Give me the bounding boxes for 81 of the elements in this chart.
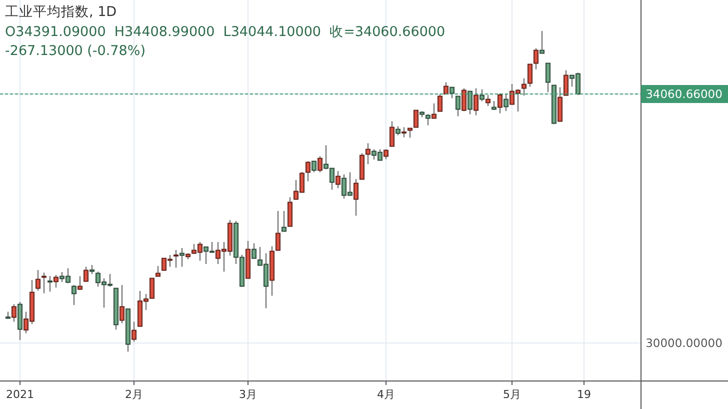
candlestick xyxy=(144,293,148,310)
candlestick xyxy=(84,266,88,282)
annotation: O34391.09000 H34408.99000 L34044.10000 收=34060.66000 xyxy=(5,24,446,40)
candlestick xyxy=(132,321,136,342)
candlestick xyxy=(222,242,226,272)
candlestick xyxy=(252,242,256,259)
candlestick xyxy=(402,126,406,138)
candlestick xyxy=(378,148,382,161)
candlestick xyxy=(312,160,316,173)
candlestick xyxy=(342,174,346,200)
candlestick xyxy=(210,242,214,254)
y-tick-label: 34060.66000 xyxy=(646,87,722,102)
x-tick-label: 3月 xyxy=(239,388,257,401)
candlestick xyxy=(540,30,544,54)
candlestick xyxy=(366,142,370,165)
candlestick xyxy=(504,94,508,112)
candlestick xyxy=(480,88,484,102)
candlestick xyxy=(54,274,58,288)
candlestick xyxy=(294,179,298,200)
candlestick xyxy=(60,271,64,282)
chart-title: 工业平均指数, 1D xyxy=(5,4,117,20)
candlestick xyxy=(336,170,340,189)
candlestick xyxy=(318,156,322,173)
x-tick-label: 19 xyxy=(577,388,591,401)
x-tick-label: 2月 xyxy=(125,388,143,401)
candlestick xyxy=(108,274,112,288)
candlestick xyxy=(258,246,262,266)
candlestick xyxy=(570,74,574,88)
candlestick xyxy=(510,84,514,105)
candlestick xyxy=(558,86,562,122)
candlestick xyxy=(306,160,310,182)
candlestick xyxy=(372,148,376,160)
candlestick xyxy=(42,272,46,294)
candlestick xyxy=(468,90,472,115)
candlestick xyxy=(72,284,76,306)
candlestick xyxy=(474,88,478,116)
candlestick xyxy=(168,254,172,268)
candlestick xyxy=(324,144,328,170)
candlestick xyxy=(48,275,52,292)
candlestick xyxy=(180,248,184,268)
candlestick xyxy=(390,120,394,147)
candlestick xyxy=(66,268,70,284)
candlestick xyxy=(450,86,454,99)
x-tick-label: 5月 xyxy=(503,388,521,401)
candlestick xyxy=(456,96,460,117)
candlestick xyxy=(546,62,550,93)
candlestick xyxy=(486,94,490,107)
candlestick xyxy=(12,304,16,322)
candlestick xyxy=(192,243,196,254)
candlestick xyxy=(354,178,358,216)
candlestick xyxy=(96,271,100,288)
candlestick xyxy=(522,78,526,96)
candlestick xyxy=(78,276,82,291)
candlestick xyxy=(156,265,160,277)
candlestick xyxy=(534,48,538,70)
y-tick-label: 30000.00000 xyxy=(646,336,722,350)
candlestick xyxy=(198,242,202,262)
candlestick xyxy=(282,210,286,232)
candlestick xyxy=(516,88,520,112)
candlestick xyxy=(24,311,28,334)
candlestick xyxy=(174,249,178,268)
candlestick xyxy=(102,278,106,308)
candlestick xyxy=(276,210,280,251)
candlestick xyxy=(348,172,352,196)
annotation: -267.13000 (-0.78%) xyxy=(5,43,146,59)
candlestick xyxy=(90,264,94,275)
candlestick xyxy=(204,246,208,265)
candlestick xyxy=(216,242,220,265)
candlestick xyxy=(492,100,496,110)
candlestick xyxy=(384,148,388,160)
candlestick xyxy=(408,128,412,138)
candlestick xyxy=(426,114,430,126)
candlestick xyxy=(564,70,568,96)
candlestick xyxy=(120,284,124,324)
x-tick-label: 2021 xyxy=(6,388,34,401)
candlestick xyxy=(330,168,334,190)
candlestick xyxy=(432,102,436,119)
x-tick-label: 4月 xyxy=(377,388,395,401)
candlestick xyxy=(264,252,268,309)
candlestick xyxy=(36,269,40,292)
candlestick xyxy=(498,92,502,114)
